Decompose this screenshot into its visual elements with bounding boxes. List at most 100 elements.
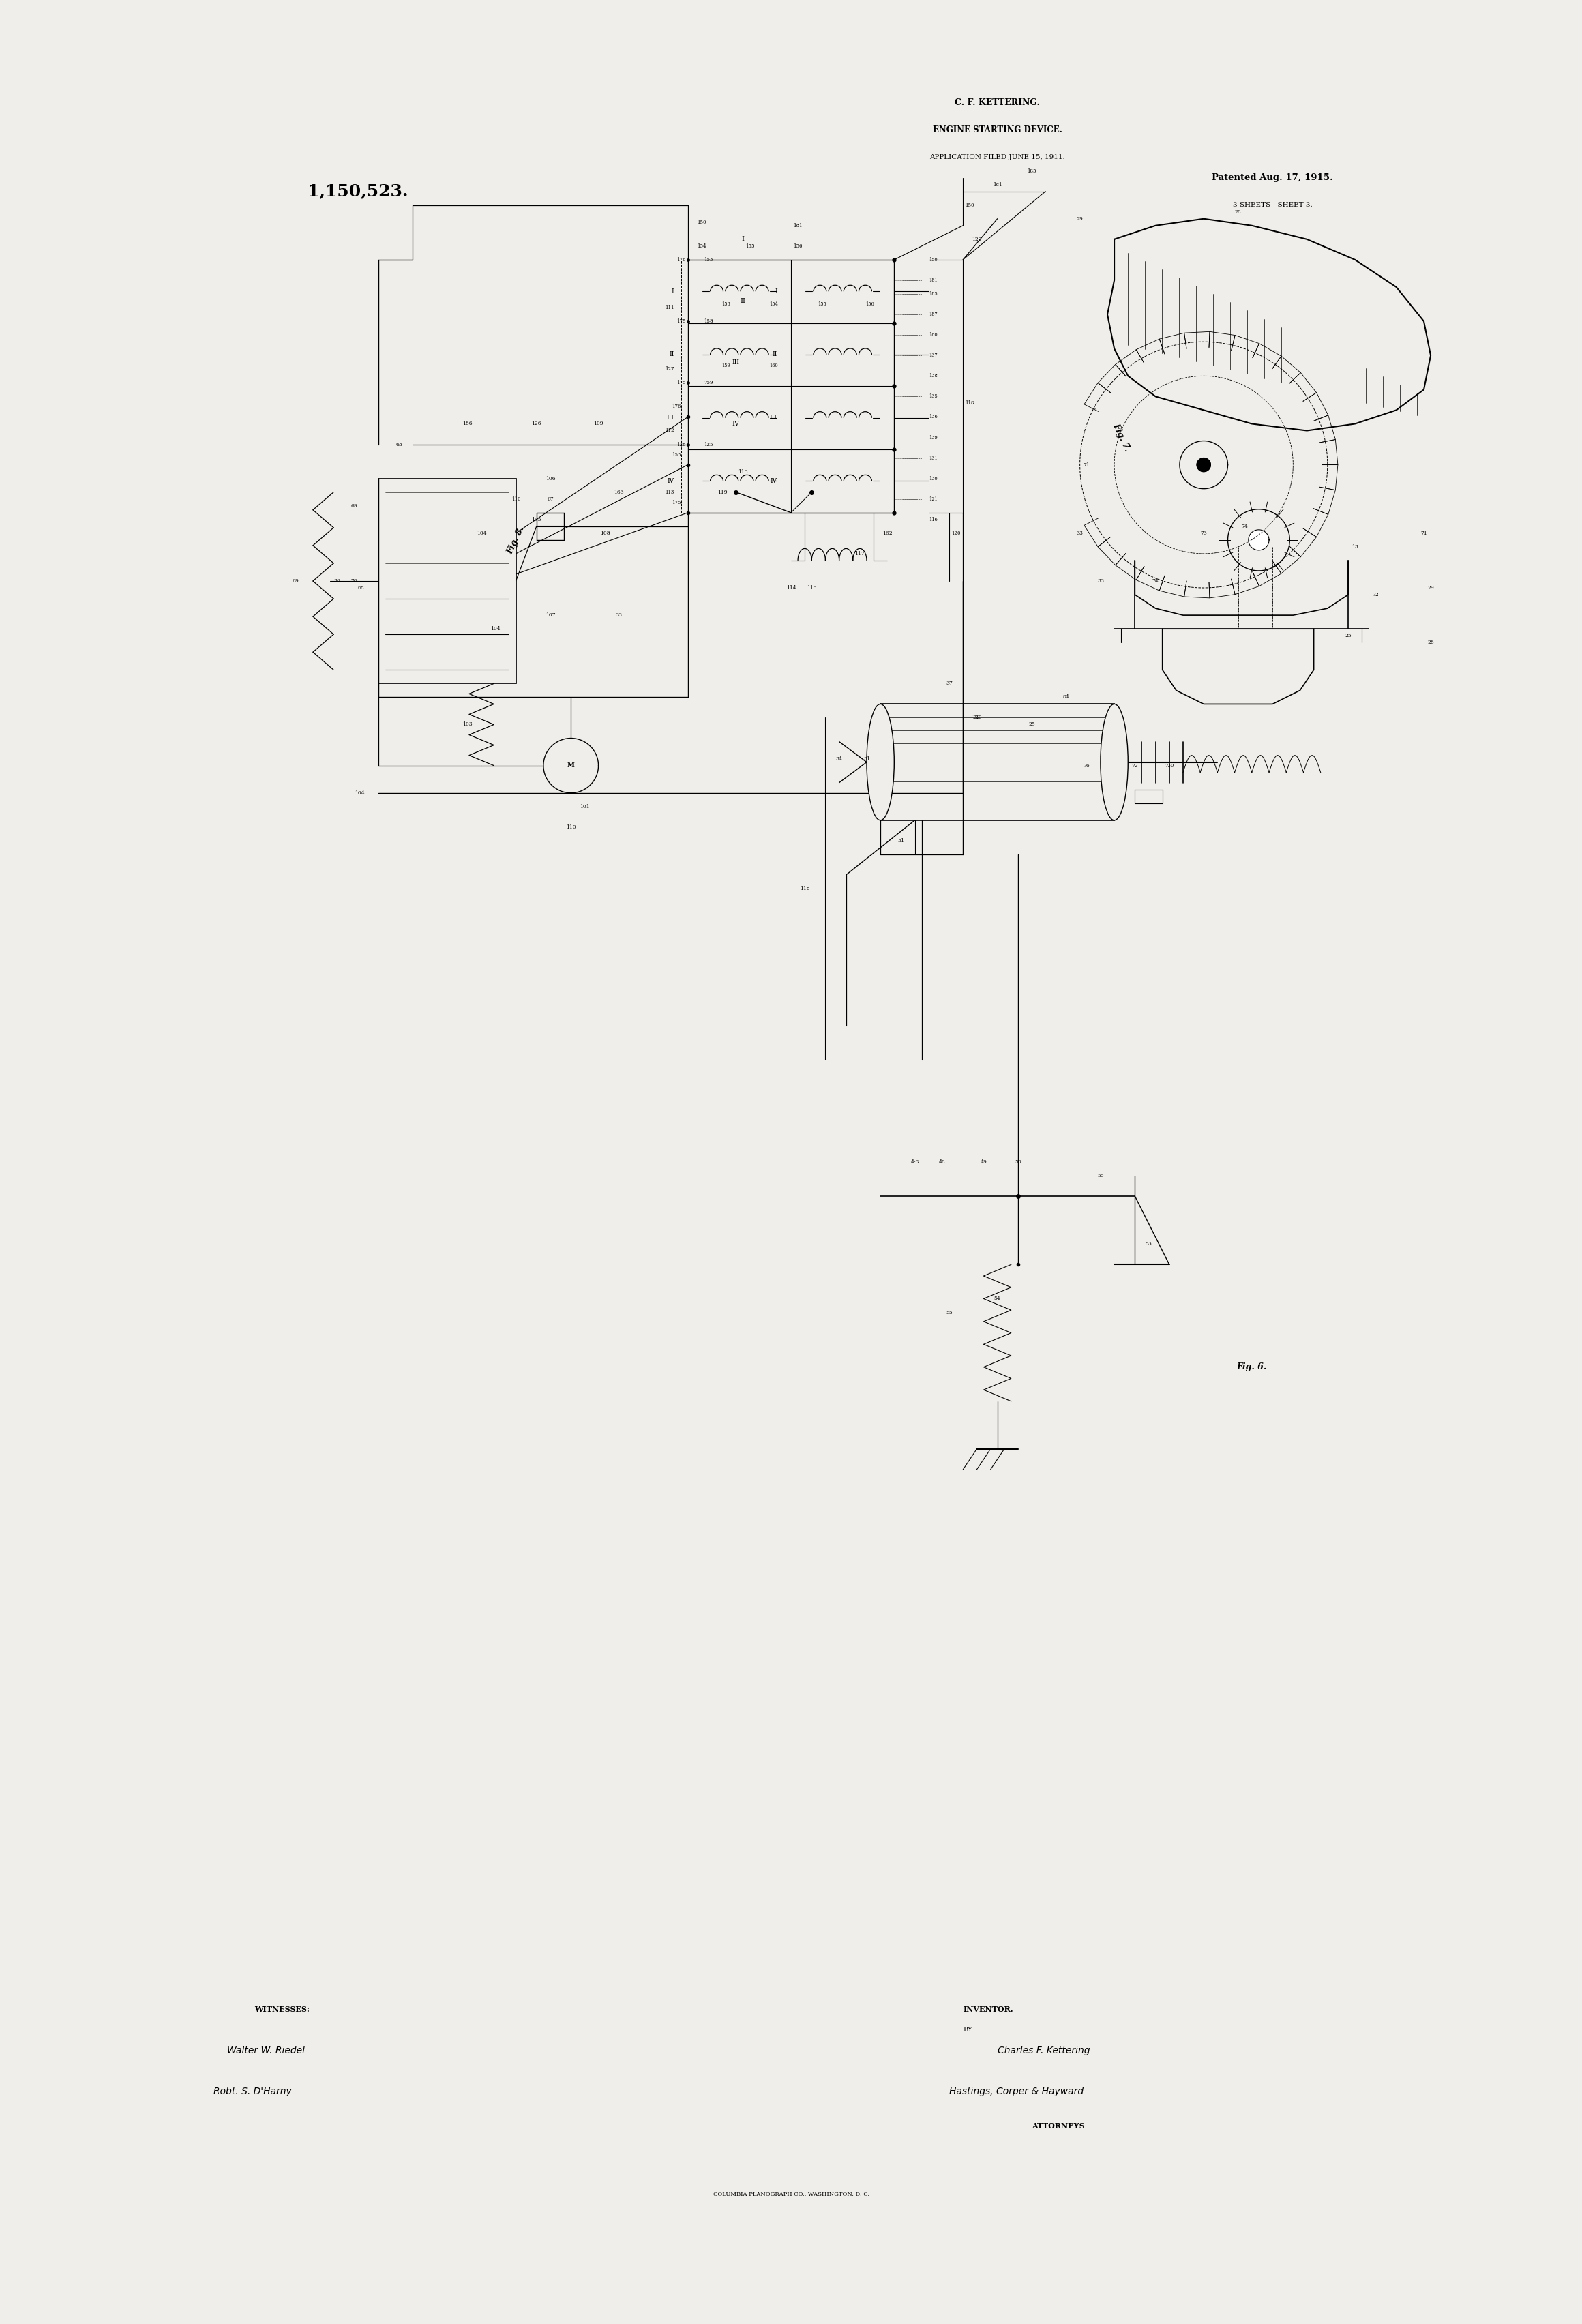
- Text: WITNESSES:: WITNESSES:: [255, 2006, 310, 2013]
- Text: I: I: [672, 288, 674, 295]
- Text: 74: 74: [1242, 523, 1248, 530]
- Text: 131: 131: [929, 456, 937, 460]
- Text: 70: 70: [351, 579, 358, 583]
- Text: 3 SHEETS—SHEET 3.: 3 SHEETS—SHEET 3.: [1232, 202, 1313, 209]
- Text: 162: 162: [883, 530, 892, 537]
- Text: 101: 101: [579, 804, 590, 809]
- Text: Patented Aug. 17, 1915.: Patented Aug. 17, 1915.: [1212, 174, 1334, 181]
- Text: 175: 175: [677, 381, 685, 386]
- Text: 150: 150: [698, 218, 706, 225]
- Text: COLUMBIA PLANOGRAPH CO., WASHINGTON, D. C.: COLUMBIA PLANOGRAPH CO., WASHINGTON, D. …: [713, 2192, 869, 2196]
- Text: IV: IV: [770, 479, 777, 483]
- Text: 48: 48: [940, 1160, 946, 1164]
- Text: 113: 113: [737, 469, 748, 474]
- Text: 74: 74: [1201, 462, 1207, 467]
- Text: 159: 159: [721, 363, 729, 370]
- Text: 72: 72: [1131, 762, 1137, 769]
- Text: 154: 154: [769, 302, 778, 307]
- Text: 153: 153: [704, 258, 713, 263]
- Text: 117: 117: [854, 551, 865, 555]
- Text: 116: 116: [929, 516, 937, 523]
- Text: 136: 136: [929, 414, 937, 421]
- Text: 69: 69: [351, 502, 358, 509]
- Text: 33: 33: [1076, 530, 1084, 537]
- Text: 118: 118: [800, 885, 810, 892]
- Text: 1,150,523.: 1,150,523.: [307, 184, 408, 200]
- Text: 4-8: 4-8: [911, 1160, 919, 1164]
- Text: 84: 84: [1063, 695, 1069, 700]
- Text: 115: 115: [807, 586, 816, 590]
- Text: 156: 156: [865, 302, 875, 307]
- Text: 181: 181: [929, 277, 937, 284]
- Text: ATTORNEYS: ATTORNEYS: [1031, 2122, 1085, 2129]
- Text: 185: 185: [1027, 167, 1036, 174]
- Text: 32: 32: [973, 716, 981, 720]
- Text: 176: 176: [672, 404, 680, 409]
- Text: III: III: [732, 360, 740, 365]
- Text: 13: 13: [1351, 544, 1359, 548]
- Text: 110: 110: [566, 825, 576, 830]
- Text: 126: 126: [532, 421, 541, 428]
- Text: 139: 139: [929, 435, 937, 439]
- Text: Fig. 8.: Fig. 8.: [506, 525, 527, 555]
- Text: 111: 111: [664, 304, 674, 311]
- Text: 759: 759: [704, 381, 713, 386]
- Text: 119: 119: [717, 490, 728, 495]
- Text: 33: 33: [615, 614, 622, 618]
- Polygon shape: [1248, 530, 1269, 551]
- Text: IV: IV: [732, 421, 740, 428]
- Text: BY: BY: [963, 2027, 973, 2034]
- Text: III: III: [770, 414, 777, 421]
- Text: 120: 120: [971, 716, 982, 720]
- Text: 37: 37: [946, 681, 952, 686]
- Polygon shape: [1198, 458, 1210, 472]
- Text: Charles F. Kettering: Charles F. Kettering: [997, 2045, 1090, 2054]
- Text: 49: 49: [981, 1160, 987, 1164]
- Text: INVENTOR.: INVENTOR.: [963, 2006, 1012, 2013]
- Text: 153: 153: [672, 451, 680, 458]
- Text: 150: 150: [929, 258, 937, 263]
- Text: 108: 108: [600, 530, 611, 537]
- Text: 122: 122: [971, 237, 982, 242]
- Text: APPLICATION FILED JUNE 15, 1911.: APPLICATION FILED JUNE 15, 1911.: [930, 153, 1065, 160]
- Text: I: I: [775, 288, 777, 295]
- Text: 29: 29: [1427, 586, 1433, 590]
- Text: 175: 175: [672, 500, 680, 504]
- Text: 29: 29: [1077, 216, 1084, 221]
- Text: 112: 112: [664, 428, 674, 432]
- Text: 68: 68: [358, 586, 364, 590]
- Text: 186: 186: [464, 421, 473, 428]
- Text: Fig. 7.: Fig. 7.: [1111, 423, 1131, 453]
- Text: 71: 71: [1421, 530, 1427, 537]
- Text: IV: IV: [668, 479, 674, 483]
- Text: 76: 76: [1084, 762, 1090, 769]
- Text: 25: 25: [1345, 632, 1351, 639]
- Text: Robt. S. D'Harny: Robt. S. D'Harny: [214, 2087, 291, 2096]
- Text: 730: 730: [1164, 762, 1174, 769]
- Text: 180: 180: [929, 332, 937, 337]
- Text: 158: 158: [704, 318, 713, 323]
- Text: 67: 67: [547, 497, 554, 502]
- Text: 55: 55: [946, 1311, 952, 1315]
- Text: 118: 118: [965, 400, 975, 407]
- Text: 154: 154: [698, 244, 706, 249]
- Text: 185: 185: [929, 290, 937, 297]
- Text: 137: 137: [929, 353, 937, 358]
- Text: 31: 31: [897, 839, 905, 844]
- Text: 187: 187: [929, 311, 937, 316]
- Text: 106: 106: [546, 476, 555, 481]
- Text: 34: 34: [835, 755, 843, 762]
- Text: 130: 130: [929, 476, 937, 481]
- Ellipse shape: [1101, 704, 1128, 820]
- Text: Fig. 6.: Fig. 6.: [1237, 1362, 1267, 1371]
- Text: 138: 138: [929, 374, 937, 379]
- Text: 155: 155: [745, 244, 755, 249]
- Text: 69: 69: [293, 579, 299, 583]
- Text: 163: 163: [614, 490, 623, 495]
- Text: II: II: [740, 297, 745, 304]
- Text: 50: 50: [1014, 1160, 1022, 1164]
- Text: 125: 125: [704, 442, 713, 446]
- Text: 104: 104: [476, 530, 486, 537]
- Text: 128: 128: [677, 442, 685, 446]
- Text: 25: 25: [1028, 723, 1035, 727]
